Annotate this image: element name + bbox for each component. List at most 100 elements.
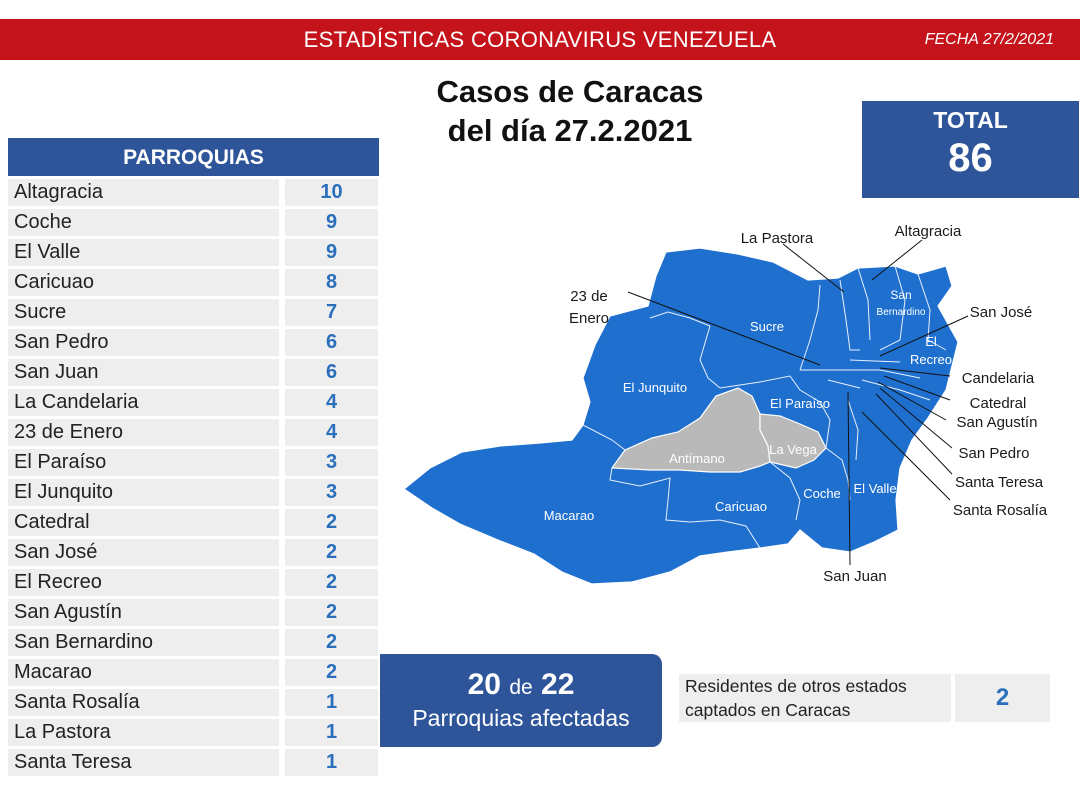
parroquia-count: 10 xyxy=(285,179,378,206)
total-box: TOTAL 86 xyxy=(862,101,1079,198)
parroquia-count: 2 xyxy=(285,509,378,536)
label-el-junquito: El Junquito xyxy=(623,380,687,395)
parroquia-count: 2 xyxy=(285,659,378,686)
parroquia-name: 23 de Enero xyxy=(8,419,279,446)
map-leader-lines xyxy=(627,239,969,566)
parroquia-count: 3 xyxy=(285,479,378,506)
parroquia-name: San Pedro xyxy=(8,329,279,356)
label-el-recreo-2: Recreo xyxy=(910,352,952,367)
parroquia-name: Altagracia xyxy=(8,179,279,206)
label-el-recreo-1: El xyxy=(925,334,937,349)
table-row: San José 2 xyxy=(8,539,379,566)
table-row: Altagracia 10 xyxy=(8,179,379,206)
callout-23-de-enero-1: 23 de xyxy=(570,288,608,305)
table-row: Sucre 7 xyxy=(8,299,379,326)
parroquia-name: San Juan xyxy=(8,359,279,386)
parroquia-count: 7 xyxy=(285,299,378,326)
parroquia-count: 1 xyxy=(285,719,378,746)
parroquia-count: 9 xyxy=(285,239,378,266)
map-inner-labels: El Junquito Sucre San Bernardino El Recr… xyxy=(544,288,952,523)
parroquia-name: El Valle xyxy=(8,239,279,266)
label-el-paraiso: El Paraíso xyxy=(770,396,830,411)
parroquia-name: Santa Rosalía xyxy=(8,689,279,716)
parroquias-table: PARROQUIAS Altagracia 10 Coche 9 El Valle 9 Ca… xyxy=(8,138,379,779)
label-la-vega: La Vega xyxy=(769,442,817,457)
label-sucre: Sucre xyxy=(750,319,784,334)
parroquia-count: 4 xyxy=(285,389,378,416)
parroquia-count: 1 xyxy=(285,749,378,776)
table-row: El Recreo 2 xyxy=(8,569,379,596)
total-value: 86 xyxy=(948,136,993,180)
parroquia-count: 8 xyxy=(285,269,378,296)
header-bar: ESTADÍSTICAS CORONAVIRUS VENEZUELA FECHA… xyxy=(0,19,1080,60)
table-row: Macarao 2 xyxy=(8,659,379,686)
parroquia-name: Catedral xyxy=(8,509,279,536)
table-row: San Bernardino 2 xyxy=(8,629,379,656)
table-row: El Valle 9 xyxy=(8,239,379,266)
affected-label: Parroquias afectadas xyxy=(412,705,630,731)
parroquia-count: 9 xyxy=(285,209,378,236)
parroquia-name: Macarao xyxy=(8,659,279,686)
residents-value: 2 xyxy=(955,674,1050,722)
map-boundaries xyxy=(582,265,947,549)
callout-la-pastora: La Pastora xyxy=(741,230,814,247)
page-title-line1: Casos de Caracas xyxy=(436,74,704,109)
callout-san-juan: San Juan xyxy=(823,568,886,585)
table-row: San Pedro 6 xyxy=(8,329,379,356)
parroquia-count: 3 xyxy=(285,449,378,476)
table-row: El Junquito 3 xyxy=(8,479,379,506)
table-row: Santa Teresa 1 xyxy=(8,749,379,776)
label-caricuao: Caricuao xyxy=(715,499,767,514)
parroquia-name: San Agustín xyxy=(8,599,279,626)
total-label: TOTAL xyxy=(933,107,1008,133)
parroquia-count: 1 xyxy=(285,689,378,716)
page-title-line2: del día 27.2.2021 xyxy=(447,113,693,148)
callout-san-jose: San José xyxy=(970,304,1033,321)
table-row: Caricuao 8 xyxy=(8,269,379,296)
table-row: El Paraíso 3 xyxy=(8,449,379,476)
table-row: La Candelaria 4 xyxy=(8,389,379,416)
callout-candelaria: Candelaria xyxy=(962,370,1035,387)
parroquia-count: 2 xyxy=(285,629,378,656)
parroquia-count: 2 xyxy=(285,599,378,626)
table-row: Catedral 2 xyxy=(8,509,379,536)
callout-santa-rosalia: Santa Rosalía xyxy=(953,502,1048,519)
table-row: San Juan 6 xyxy=(8,359,379,386)
callout-san-pedro: San Pedro xyxy=(959,445,1030,462)
callout-santa-teresa: Santa Teresa xyxy=(955,474,1044,491)
affected-parishes-box: 20 de 22 Parroquias afectadas xyxy=(380,654,662,747)
label-san-bernardino-1: San xyxy=(890,288,911,302)
residents-line1: Residentes de otros estados xyxy=(685,676,907,696)
affected-connector: de xyxy=(509,676,533,699)
parroquia-name: La Candelaria xyxy=(8,389,279,416)
table-row: La Pastora 1 xyxy=(8,719,379,746)
residents-label: Residentes de otros estados captados en … xyxy=(679,674,951,722)
parroquia-name: Coche xyxy=(8,209,279,236)
map-region-affected xyxy=(402,247,959,585)
label-el-valle: El Valle xyxy=(853,481,896,496)
map-callout-labels: La Pastora Altagracia 23 de Enero San Jo… xyxy=(569,223,1048,585)
callout-catedral: Catedral xyxy=(970,395,1027,412)
parroquia-name: Caricuao xyxy=(8,269,279,296)
label-antimano: Antímano xyxy=(669,451,725,466)
callout-23-de-enero-2: Enero xyxy=(569,310,609,327)
table-body: Altagracia 10 Coche 9 El Valle 9 Caricuao 8 Sucr… xyxy=(8,179,379,776)
parroquia-name: La Pastora xyxy=(8,719,279,746)
residents-line2: captados en Caracas xyxy=(685,700,851,720)
parroquia-count: 6 xyxy=(285,329,378,356)
label-coche: Coche xyxy=(803,486,841,501)
parroquia-count: 2 xyxy=(285,569,378,596)
parroquia-name: El Recreo xyxy=(8,569,279,596)
table-row: Coche 9 xyxy=(8,209,379,236)
parroquia-name: El Junquito xyxy=(8,479,279,506)
header-date: FECHA 27/2/2021 xyxy=(924,31,1054,48)
table-row: San Agustín 2 xyxy=(8,599,379,626)
parroquia-name: Sucre xyxy=(8,299,279,326)
parroquia-count: 6 xyxy=(285,359,378,386)
callout-san-agustin: San Agustín xyxy=(957,414,1038,431)
label-macarao: Macarao xyxy=(544,508,595,523)
parroquia-name: San José xyxy=(8,539,279,566)
map-region-la-vega xyxy=(759,413,827,469)
affected-count: 20 xyxy=(467,668,501,701)
